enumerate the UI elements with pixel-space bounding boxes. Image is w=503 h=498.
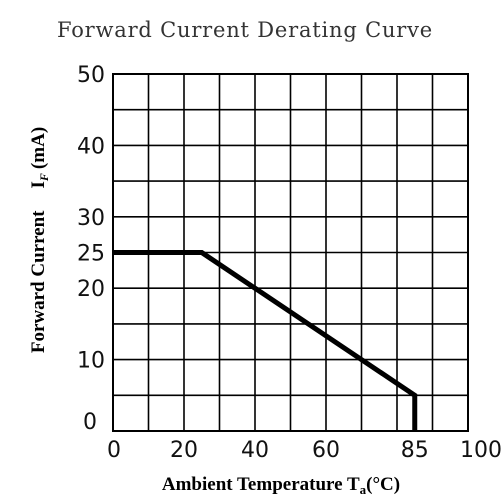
y-tick-label: 0	[83, 410, 97, 435]
y-axis-label-symbol: I	[28, 181, 49, 188]
y-tick-label: 20	[77, 277, 105, 302]
y-tick-label: 30	[77, 206, 105, 231]
x-tick-label: 100	[460, 438, 502, 463]
x-axis-label-subscript: a	[360, 482, 367, 497]
x-tick-label: 60	[312, 438, 340, 463]
x-tick-labels: 0 20 40 60 85 100	[107, 438, 502, 463]
x-tick-label: 40	[241, 438, 269, 463]
y-tick-label: 25	[77, 242, 105, 267]
y-tick-label: 50	[77, 63, 105, 88]
y-axis-label-unit: (mA)	[28, 127, 49, 169]
y-tick-labels: 0 10 20 25 30 40 50	[77, 63, 105, 435]
x-tick-label: 0	[107, 438, 121, 463]
y-tick-label: 40	[77, 134, 105, 159]
y-axis-label-subscript: F	[37, 173, 51, 182]
y-axis-label: Forward Current IF (mA)	[28, 127, 51, 353]
x-axis-label-unit: (°C)	[366, 474, 400, 495]
derating-curve	[113, 250, 418, 431]
x-tick-label: 85	[401, 438, 429, 463]
x-axis-label: Ambient Temperature Ta(°C)	[162, 474, 400, 497]
y-axis-label-main: Forward Current	[28, 210, 49, 353]
chart-title: Forward Current Derating Curve	[57, 18, 433, 42]
y-tick-label: 10	[77, 349, 105, 374]
x-axis-label-main: Ambient Temperature T	[162, 474, 360, 495]
derating-curve-layer	[113, 250, 418, 431]
x-tick-label: 20	[170, 438, 198, 463]
